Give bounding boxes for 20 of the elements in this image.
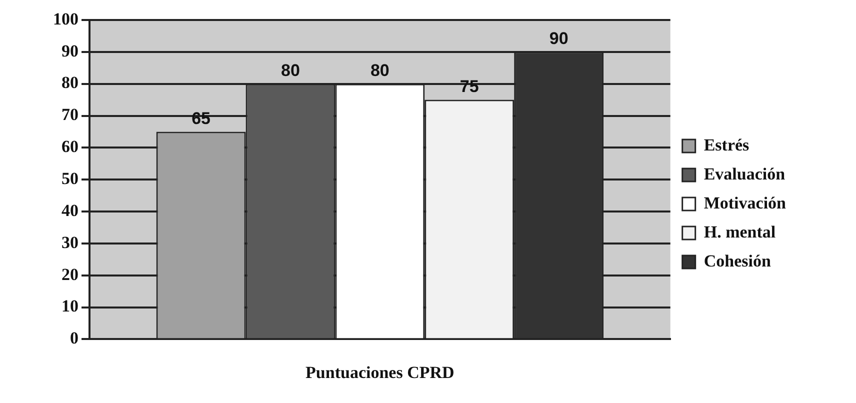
legend-label: Estrés: [704, 135, 750, 154]
data-label: 80: [281, 61, 300, 80]
y-tick-label: 70: [62, 105, 78, 124]
legend-label: H. mental: [704, 222, 776, 242]
y-tick-label: 60: [62, 137, 78, 156]
y-tick-label: 100: [53, 9, 78, 28]
data-label: 80: [370, 61, 390, 80]
y-tick-label: 20: [62, 264, 78, 284]
y-tick-label: 50: [62, 168, 78, 188]
x-axis-title: Puntuaciones CPRD: [306, 363, 454, 382]
y-tick-label: 0: [70, 328, 78, 348]
y-tick-label: 80: [62, 73, 78, 92]
y-tick-label: 10: [62, 296, 78, 316]
data-label: 90: [549, 29, 568, 48]
legend-label: Motivación: [704, 193, 787, 212]
y-tick-label: 90: [62, 41, 78, 60]
y-tick-label: 30: [62, 232, 78, 252]
legend-label: Cohesión: [704, 251, 772, 270]
y-tick-label: 40: [62, 200, 78, 220]
legend-label: Evaluación: [704, 164, 786, 184]
